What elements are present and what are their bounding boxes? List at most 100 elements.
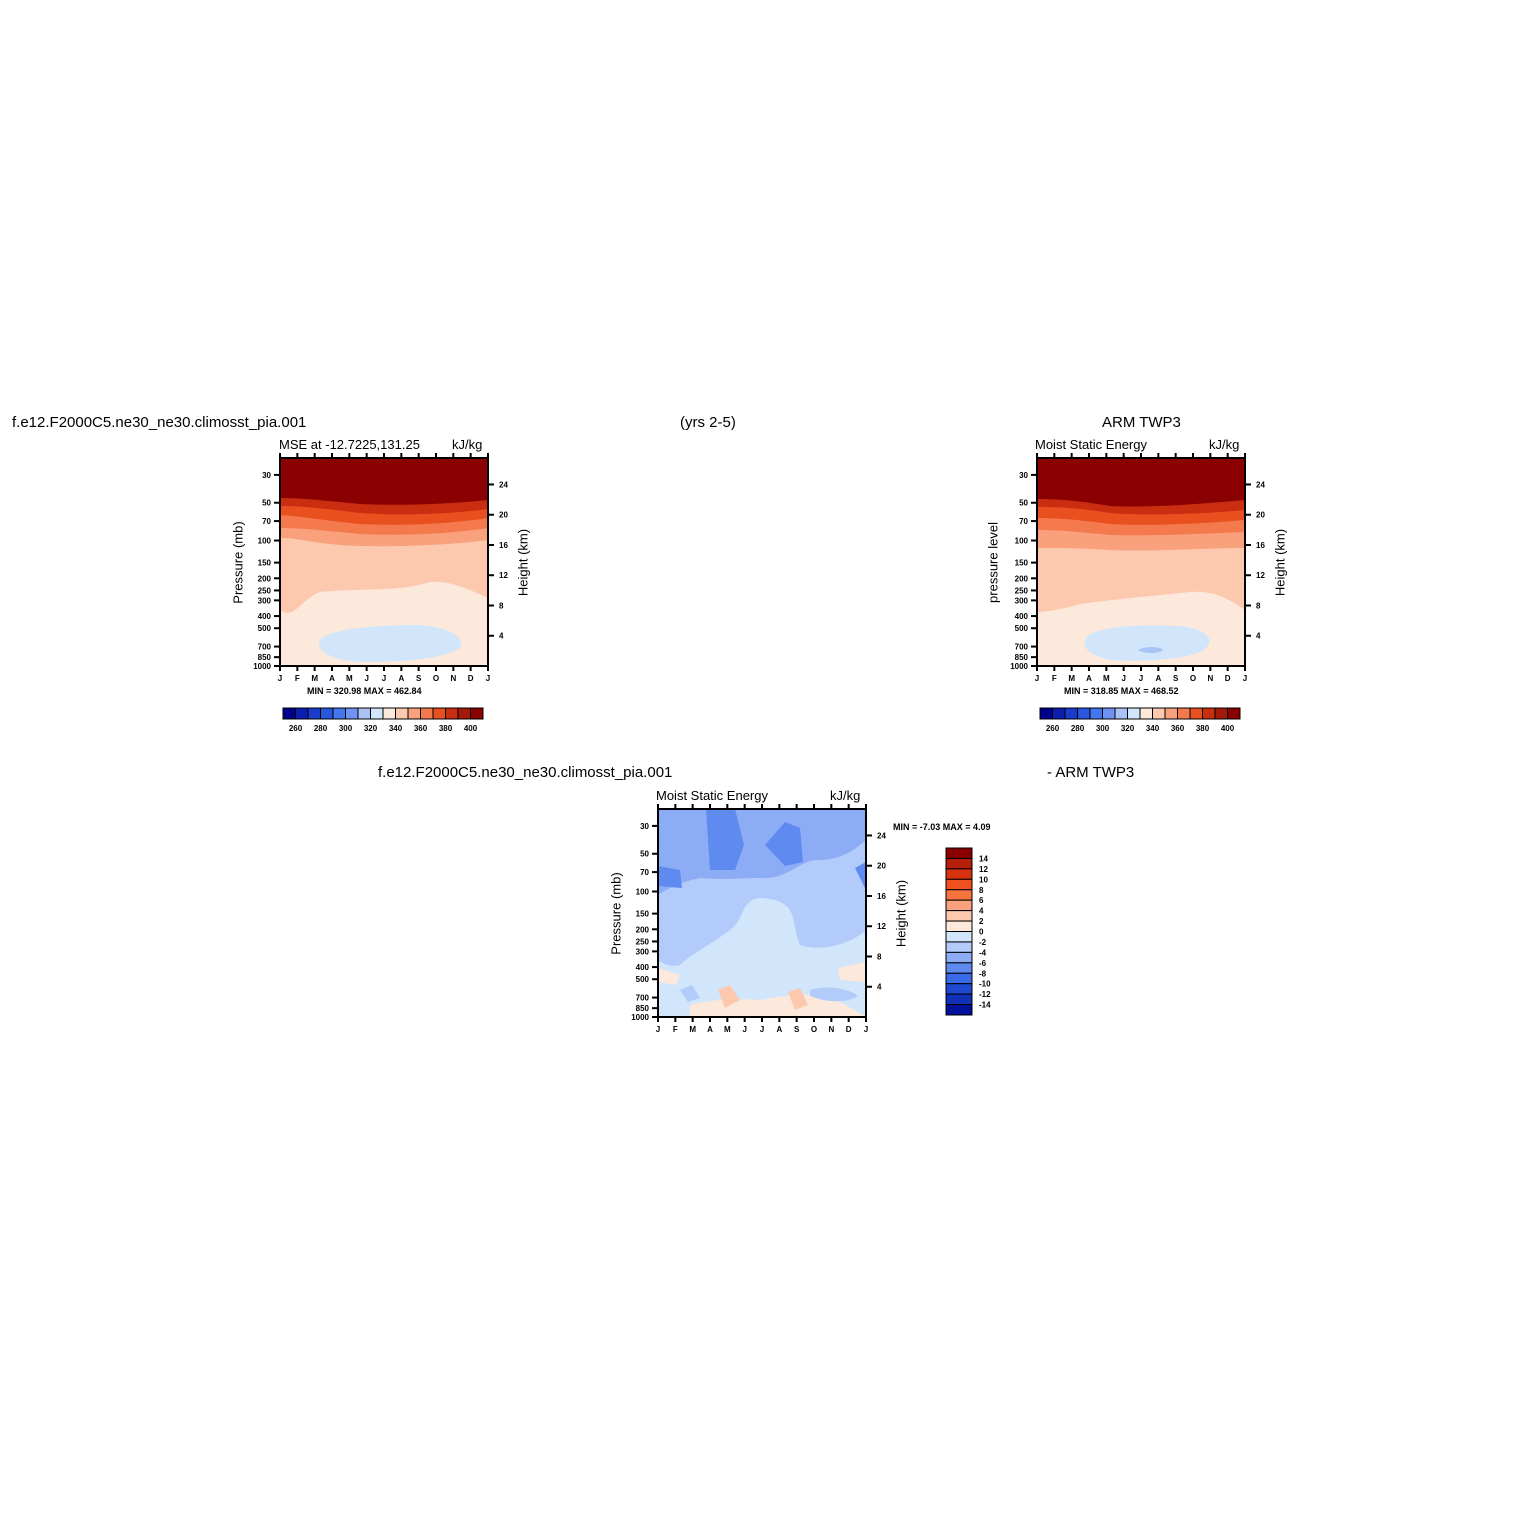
y-tick-right-label: 24 <box>499 480 508 489</box>
panel3-plot <box>657 808 867 1018</box>
colorbar-label: 300 <box>1096 724 1110 733</box>
colorbar-label: 260 <box>1046 724 1060 733</box>
x-tick-label: M <box>1068 674 1075 683</box>
colorbar-swatch <box>945 899 973 912</box>
y-tick-label: 30 <box>640 822 649 831</box>
colorbar-label: 340 <box>389 724 403 733</box>
y-tick-right-label: 12 <box>499 571 508 580</box>
x-tick-label: A <box>707 1025 713 1034</box>
colorbar-swatch <box>945 983 973 995</box>
y-tick-label: 500 <box>258 624 272 633</box>
y-tick-label: 70 <box>262 517 271 526</box>
colorbar-swatch <box>1102 707 1116 720</box>
colorbar-label: 6 <box>979 896 984 905</box>
y-tick-label: 50 <box>1019 499 1028 508</box>
y-tick-label: 250 <box>258 586 272 595</box>
y-tick-right-label: 12 <box>877 922 886 931</box>
y-tick-label: 300 <box>636 947 650 956</box>
y-tick-label: 150 <box>636 910 650 919</box>
x-tick-label: A <box>398 674 404 683</box>
y-tick-right-label: 8 <box>499 601 504 610</box>
x-tick-label: M <box>724 1025 731 1034</box>
y-tick-label: 150 <box>258 559 272 568</box>
colorbar-label: 400 <box>1221 724 1235 733</box>
y-tick-right-label: 4 <box>499 632 504 641</box>
colorbar-swatch <box>295 707 309 720</box>
x-tick-label: N <box>1207 674 1213 683</box>
colorbar-swatch <box>307 707 321 720</box>
colorbar-swatch <box>1177 707 1191 720</box>
x-tick-label: A <box>1155 674 1161 683</box>
x-tick-label: M <box>1103 674 1110 683</box>
panel3-units: kJ/kg <box>830 788 861 803</box>
colorbar-swatch <box>945 1004 973 1016</box>
panel2-units: kJ/kg <box>1209 437 1240 452</box>
y-tick-label: 250 <box>1015 586 1029 595</box>
x-tick-label: D <box>1225 674 1231 683</box>
colorbar-swatch <box>945 857 973 870</box>
x-tick-label: O <box>433 674 439 683</box>
colorbar-swatch <box>420 707 434 720</box>
y-tick-label: 200 <box>1015 574 1029 583</box>
colorbar-swatch <box>282 707 296 720</box>
panel2-title: Moist Static Energy <box>1035 437 1147 452</box>
colorbar-label: 14 <box>979 854 988 863</box>
colorbar-label: 380 <box>439 724 453 733</box>
colorbar-label: -12 <box>979 990 991 999</box>
colorbar-swatch <box>395 707 409 720</box>
y-tick-label: 100 <box>1015 537 1029 546</box>
y-tick-label: 100 <box>636 888 650 897</box>
x-tick-label: J <box>1243 674 1247 683</box>
y-tick-label: 1000 <box>1010 662 1028 671</box>
panel2-plot <box>1036 457 1246 667</box>
y-tick-right-label: 4 <box>877 983 882 992</box>
colorbar-swatch <box>1077 707 1091 720</box>
colorbar-label: 340 <box>1146 724 1160 733</box>
colorbar-label: 8 <box>979 886 984 895</box>
diff-minus-title: - ARM TWP3 <box>1047 764 1135 781</box>
colorbar-swatch <box>345 707 359 720</box>
colorbar-label: 10 <box>979 875 988 884</box>
y-tick-label: 700 <box>636 994 650 1003</box>
panel3-ylabel-right: Height (km) <box>893 879 909 948</box>
colorbar-label: 4 <box>979 907 984 916</box>
y-tick-right-label: 20 <box>499 511 508 520</box>
colorbar-swatch <box>945 972 973 985</box>
y-tick-right-label: 24 <box>1256 480 1265 489</box>
colorbar-swatch <box>1064 707 1078 720</box>
colorbar-swatch <box>945 920 973 932</box>
y-tick-right-label: 4 <box>1256 632 1261 641</box>
colorbar-label: 260 <box>289 724 303 733</box>
x-tick-label: F <box>673 1025 678 1034</box>
left-case-title: f.e12.F2000C5.ne30_ne30.climosst_pia.001 <box>12 414 307 431</box>
y-tick-label: 70 <box>640 868 649 877</box>
y-tick-label: 400 <box>1015 612 1029 621</box>
colorbar-label: 360 <box>414 724 428 733</box>
panel2-ylabel: pressure level <box>985 522 1001 603</box>
colorbar-swatch <box>945 910 973 922</box>
colorbar-swatch <box>945 993 973 1006</box>
y-tick-right-label: 20 <box>1256 511 1265 520</box>
x-tick-label: J <box>278 674 282 683</box>
x-tick-label: F <box>1052 674 1057 683</box>
colorbar-label: -8 <box>979 969 987 978</box>
y-tick-label: 850 <box>258 653 272 662</box>
colorbar-swatch <box>320 707 334 720</box>
x-tick-label: S <box>1173 674 1179 683</box>
colorbar-swatch <box>457 707 471 720</box>
colorbar-label: 12 <box>979 865 988 874</box>
x-tick-label: J <box>364 674 368 683</box>
colorbar-swatch <box>470 707 484 720</box>
colorbar-swatch <box>945 931 973 943</box>
y-tick-label: 1000 <box>631 1013 649 1022</box>
colorbar-label: 320 <box>1121 724 1135 733</box>
x-tick-label: S <box>794 1025 800 1034</box>
panel3-ylabel: Pressure (mb) <box>608 872 624 955</box>
x-tick-label: A <box>329 674 335 683</box>
x-tick-label: J <box>864 1025 868 1034</box>
y-tick-label: 250 <box>636 937 650 946</box>
colorbar-swatch <box>382 707 396 720</box>
colorbar-swatch <box>1214 707 1228 720</box>
panel2-ylabel-right: Height (km) <box>1272 528 1288 597</box>
